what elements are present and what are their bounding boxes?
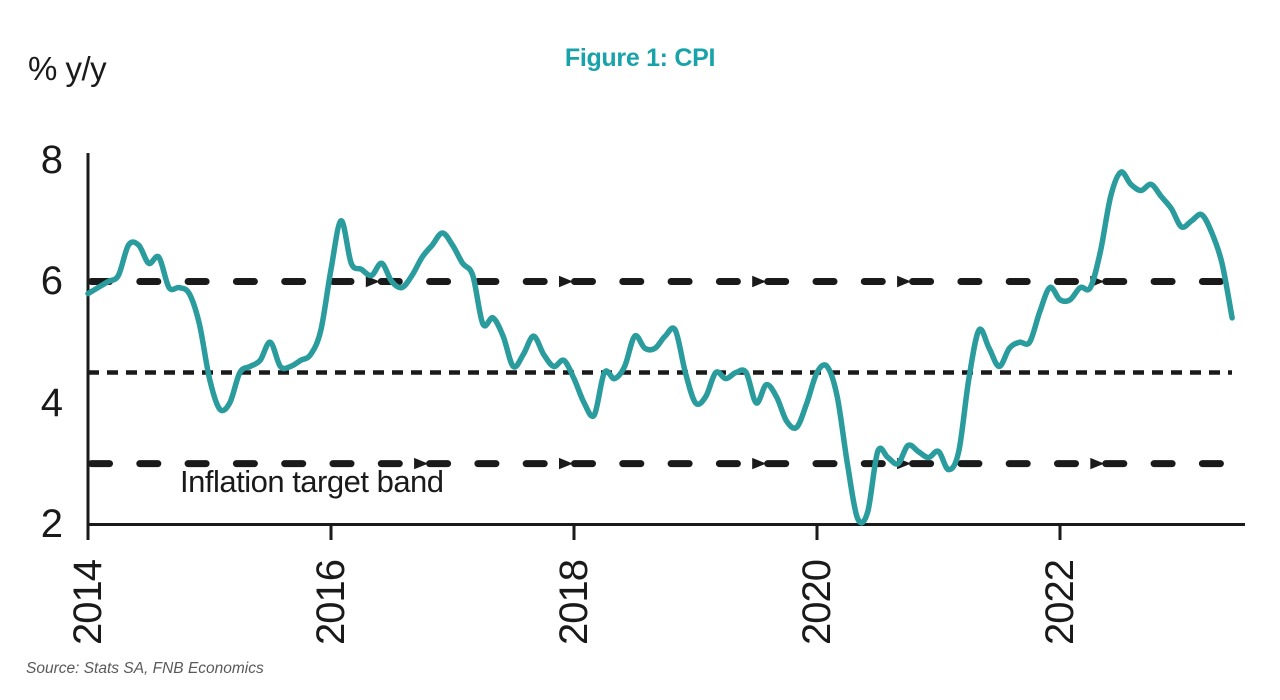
dash-arrow-icon <box>897 275 912 288</box>
x-axis-ticks <box>86 524 1062 540</box>
y-tick-label-2: 2 <box>40 502 63 546</box>
x-tick-label-2022: 2022 <box>1038 560 1082 645</box>
dash-arrow-icon <box>414 457 429 470</box>
x-tick-label-2020: 2020 <box>795 560 839 645</box>
y-tick-label-4: 4 <box>40 381 63 425</box>
source-note: Source: Stats SA, FNB Economics <box>26 660 264 677</box>
x-tick-label-2016: 2016 <box>309 560 353 645</box>
dash-arrow-icon <box>559 457 573 470</box>
y-axis-unit-label: % y/y <box>28 50 107 87</box>
y-tick-label-6: 6 <box>40 259 63 303</box>
dash-arrow-icon <box>365 275 380 288</box>
x-tick-label-2018: 2018 <box>552 560 596 645</box>
x-tick-label-2014: 2014 <box>66 560 110 645</box>
inflation-target-band-label: Inflation target band <box>180 464 444 499</box>
y-tick-label-8: 8 <box>40 138 63 182</box>
dash-arrow-icon <box>559 275 573 288</box>
dash-arrow-icon <box>752 457 767 470</box>
cpi-series-line <box>85 169 1235 526</box>
figure-title: Figure 1: CPI <box>564 44 716 72</box>
dash-arrow-icon <box>752 275 767 288</box>
dash-arrow-icon <box>1090 457 1105 470</box>
